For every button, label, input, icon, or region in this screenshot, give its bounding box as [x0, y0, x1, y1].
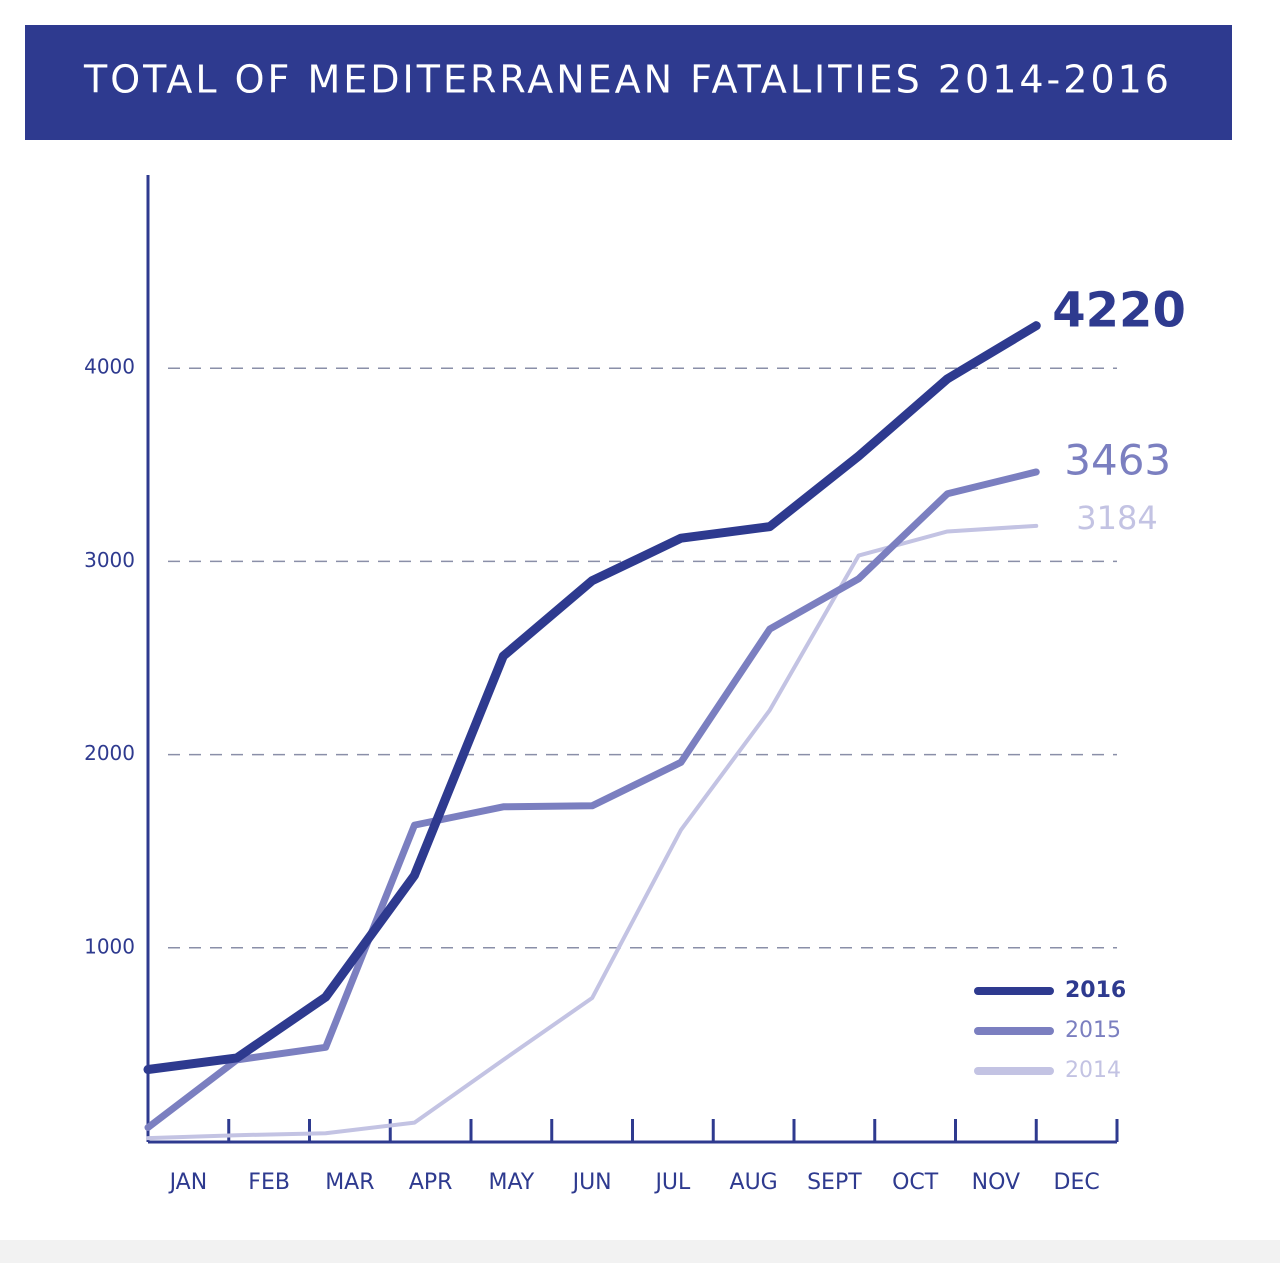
legend-label: 2014 — [1065, 1058, 1121, 1083]
x-tick-label: JAN — [168, 1170, 208, 1195]
legend-label: 2016 — [1065, 978, 1126, 1003]
series-line — [143, 321, 1041, 1075]
x-tick-label: MAY — [488, 1170, 534, 1195]
x-tick-label: DEC — [1054, 1170, 1100, 1195]
legend-label: 2015 — [1065, 1018, 1121, 1043]
x-tick-label: AUG — [730, 1170, 778, 1195]
series-line — [144, 468, 1040, 1131]
title-banner — [25, 25, 1232, 140]
x-tick-label: MAR — [325, 1170, 374, 1195]
end-value-label: 3463 — [1064, 435, 1171, 484]
x-tick-label: JUL — [653, 1170, 691, 1195]
series-line — [146, 523, 1039, 1141]
x-tick-label: SEPT — [807, 1170, 862, 1195]
x-tick-label: JUN — [571, 1170, 612, 1195]
y-tick-label: 3000 — [84, 548, 135, 572]
x-tick-label: APR — [409, 1170, 453, 1195]
end-value-label: 3184 — [1076, 499, 1157, 537]
x-tick-label: OCT — [892, 1170, 939, 1195]
y-tick-label: 2000 — [84, 741, 135, 765]
chart-title: TOTAL OF MEDITERRANEAN FATALITIES 2014-2… — [83, 58, 1172, 102]
y-tick-label: 1000 — [84, 934, 135, 958]
x-tick-label: FEB — [248, 1170, 290, 1195]
bottom-strip — [0, 1240, 1280, 1263]
end-value-label: 4220 — [1052, 283, 1186, 339]
y-tick-label: 4000 — [84, 355, 135, 379]
x-tick-label: NOV — [972, 1170, 1020, 1195]
